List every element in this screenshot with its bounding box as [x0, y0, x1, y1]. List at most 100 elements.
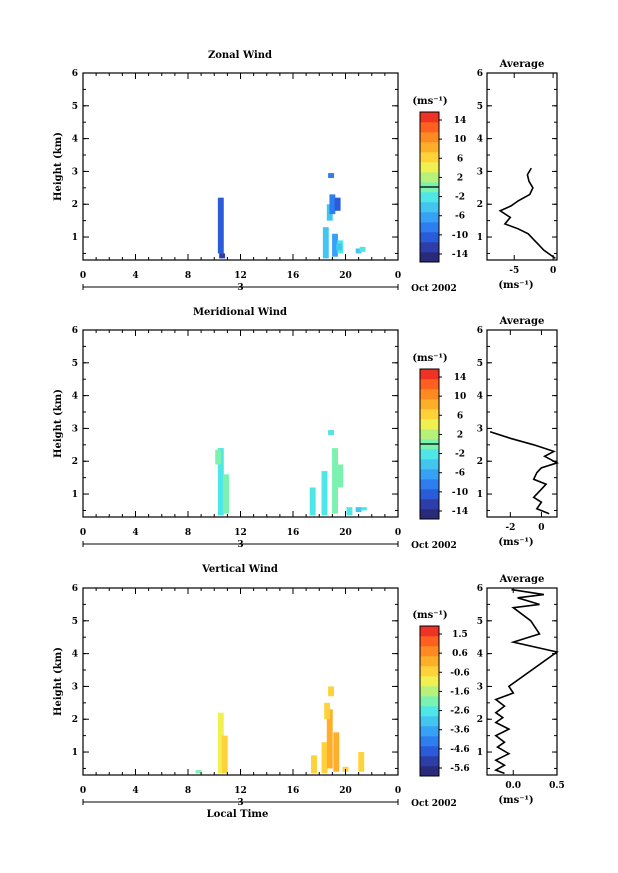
colorbar-segment	[420, 112, 439, 123]
y-tick-label: 5	[72, 359, 78, 369]
colorbar-tick-label: -14	[452, 507, 468, 517]
x-tick-label: 20	[339, 271, 352, 281]
heatmap-cell	[335, 243, 342, 251]
colorbar-segment	[420, 736, 439, 747]
panel-title: Vertical Wind	[201, 564, 278, 575]
colorbar-tick-label: 1.5	[452, 630, 468, 640]
colorbar-tick-label: 14	[454, 373, 467, 383]
profile-y-tick-label: 2	[477, 457, 483, 467]
profile-frame	[486, 72, 558, 261]
profile-x-axis-label: (ms⁻¹)	[498, 280, 533, 291]
heatmap-cell	[332, 233, 338, 257]
date-label: Oct 2002	[411, 284, 457, 294]
heatmap-cell	[217, 712, 224, 774]
heatmap-cell	[346, 507, 353, 516]
heatmap-cell	[221, 735, 228, 774]
colorbar-tick-label: -2	[455, 450, 465, 460]
colorbar-segment	[420, 409, 439, 420]
x-tick-label: 16	[287, 786, 300, 796]
profile-frame	[486, 587, 558, 776]
day-label: 3	[237, 540, 243, 550]
colorbar-tick-label: -0.6	[450, 668, 469, 678]
x-tick-label: 0	[80, 786, 86, 796]
colorbar-segment	[420, 706, 439, 717]
y-axis-label: Height (km)	[53, 132, 64, 201]
colorbar-segment	[420, 389, 439, 400]
y-tick-label: 1	[72, 233, 78, 243]
colorbar-segment	[420, 489, 439, 500]
profile-line	[498, 167, 556, 260]
plot-frame	[82, 587, 399, 776]
colorbar-frame	[419, 111, 440, 263]
x-tick-label: 4	[132, 786, 138, 796]
x-tick-label: 12	[234, 271, 247, 281]
profile-y-tick-label: 4	[477, 392, 483, 402]
colorbar-segment	[420, 509, 439, 520]
y-tick-label: 6	[72, 584, 78, 594]
x-tick-label: 8	[185, 528, 191, 538]
colorbar-segment	[420, 676, 439, 687]
colorbar-segment	[420, 696, 439, 707]
panel-title: Zonal Wind	[208, 50, 272, 61]
colorbar-segment	[420, 726, 439, 737]
y-tick-label: 4	[72, 392, 78, 402]
heatmap-cell	[321, 471, 328, 516]
y-tick-label: 6	[72, 69, 78, 79]
y-tick-label: 3	[72, 424, 78, 434]
profile-line	[489, 430, 560, 515]
profile-x-tick-label: -2	[505, 523, 515, 533]
profile-x-tick-label: 0	[538, 523, 544, 533]
colorbar-tick-label: 6	[457, 154, 463, 164]
x-tick-label: 8	[185, 271, 191, 281]
colorbar-tick-label: 10	[454, 135, 467, 145]
heatmap-cell	[334, 197, 341, 211]
colorbar-segment	[420, 379, 439, 390]
colorbar-segment	[420, 686, 439, 697]
colorbar-segment	[420, 756, 439, 767]
profile-y-tick-label: 6	[477, 69, 483, 79]
profile-y-tick-label: 1	[477, 490, 483, 500]
heatmap-cell	[360, 507, 367, 511]
colorbar-segment	[420, 172, 439, 183]
panel-title: Meridional Wind	[193, 307, 287, 318]
profile-title: Average	[499, 574, 545, 585]
colorbar-segment	[420, 399, 439, 410]
y-tick-label: 5	[72, 102, 78, 112]
heatmap-cell	[329, 194, 336, 215]
colorbar-segment	[420, 152, 439, 163]
x-tick-label: 0	[395, 528, 401, 538]
colorbar-tick-label: 10	[454, 392, 467, 402]
y-tick-label: 4	[72, 135, 78, 145]
colorbar-segment	[420, 626, 439, 637]
profile-y-tick-label: 6	[477, 326, 483, 336]
profile-frame	[486, 329, 558, 518]
heatmap-cell	[322, 227, 329, 259]
x-tick-label: 0	[80, 271, 86, 281]
y-tick-label: 2	[72, 715, 78, 725]
y-tick-label: 3	[72, 167, 78, 177]
heatmap-cell	[217, 197, 224, 254]
x-tick-label: 20	[339, 528, 352, 538]
day-label: 3	[237, 283, 243, 293]
profile-y-tick-label: 4	[477, 650, 483, 660]
profile-x-tick-label: -5	[509, 266, 519, 276]
colorbar-tick-label: 2	[457, 173, 463, 183]
colorbar-segment	[420, 666, 439, 677]
profile-y-tick-label: 3	[477, 682, 483, 692]
heatmap-cell	[311, 755, 317, 774]
colorbar-segment	[420, 369, 439, 380]
heatmap-cell	[321, 742, 328, 774]
profile-x-tick-label: 0.0	[505, 781, 521, 791]
profile-y-tick-label: 2	[477, 715, 483, 725]
colorbar-tick-label: 2	[457, 430, 463, 440]
colorbar-segment	[420, 716, 439, 727]
colorbar-tick-label: 0.6	[452, 649, 468, 659]
colorbar-segment	[420, 459, 439, 470]
profile-y-tick-label: 5	[477, 102, 483, 112]
colorbar-segment	[420, 746, 439, 757]
profile-x-axis-label: (ms⁻¹)	[498, 795, 533, 806]
heatmap-cell	[326, 709, 333, 769]
